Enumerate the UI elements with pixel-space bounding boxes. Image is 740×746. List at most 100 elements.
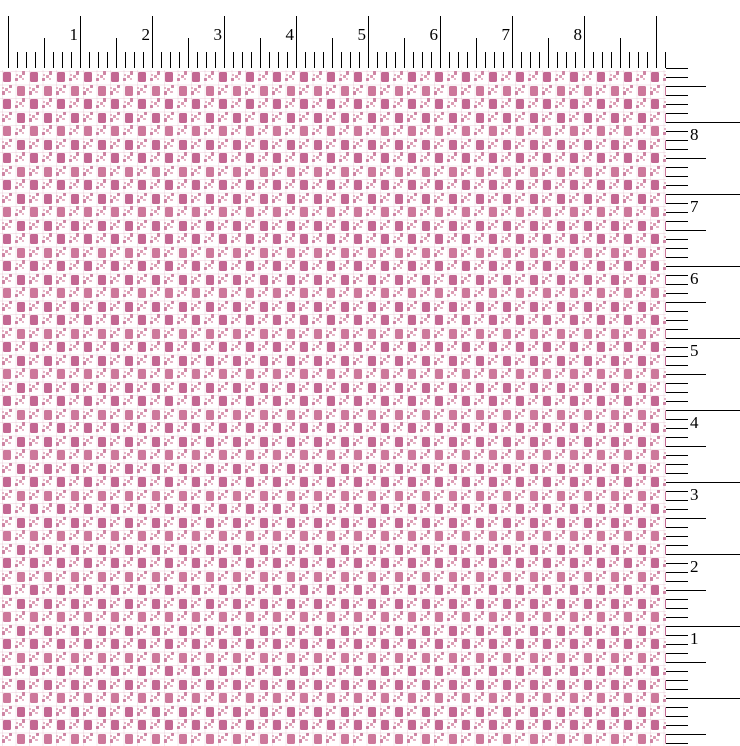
motif-squiggle	[379, 273, 391, 285]
motif-rectangle	[408, 315, 417, 325]
motif-squiggle	[150, 503, 161, 514]
motif-squiggle	[109, 165, 121, 177]
motif-squiggle	[177, 557, 188, 568]
motif-rectangle	[583, 571, 592, 582]
motif-rectangle	[313, 490, 322, 501]
motif-rectangle	[475, 139, 484, 150]
motif-squiggle	[433, 570, 445, 582]
motif-squiggle	[42, 557, 53, 568]
motif-squiggle	[163, 273, 175, 285]
motif-rectangle	[543, 126, 552, 136]
motif-squiggle	[487, 435, 499, 447]
motif-squiggle	[433, 732, 445, 744]
motif-rectangle	[664, 301, 666, 312]
motif-rectangle	[30, 99, 39, 109]
ruler-label: 1	[62, 26, 79, 43]
motif-squiggle	[69, 665, 80, 676]
motif-rectangle	[151, 463, 160, 474]
motif-rectangle	[327, 450, 336, 460]
motif-rectangle	[354, 531, 363, 541]
ruler-tick	[666, 473, 688, 474]
motif-squiggle	[1, 219, 13, 231]
motif-rectangle	[273, 234, 282, 244]
motif-squiggle	[312, 611, 323, 622]
motif-rectangle	[556, 85, 565, 96]
motif-squiggle	[501, 584, 512, 595]
motif-squiggle	[366, 395, 377, 406]
motif-rectangle	[43, 220, 52, 231]
motif-squiggle	[177, 638, 188, 649]
motif-rectangle	[300, 261, 309, 271]
motif-squiggle	[595, 381, 607, 393]
motif-rectangle	[70, 733, 79, 744]
motif-rectangle	[394, 166, 403, 177]
motif-squiggle	[379, 462, 391, 474]
motif-rectangle	[610, 355, 619, 366]
motif-rectangle	[205, 625, 214, 636]
motif-rectangle	[259, 355, 268, 366]
motif-rectangle	[529, 652, 538, 663]
motif-rectangle	[610, 139, 619, 150]
motif-rectangle	[124, 274, 133, 285]
motif-rectangle	[138, 693, 147, 703]
motif-rectangle	[421, 706, 430, 717]
motif-rectangle	[124, 517, 133, 528]
ruler-tick	[666, 671, 688, 672]
motif-squiggle	[406, 732, 418, 744]
motif-squiggle	[82, 192, 94, 204]
motif-rectangle	[475, 463, 484, 474]
motif-squiggle	[460, 192, 472, 204]
motif-squiggle	[568, 246, 580, 258]
motif-rectangle	[367, 490, 376, 501]
motif-rectangle	[340, 301, 349, 312]
motif-rectangle	[421, 463, 430, 474]
motif-rectangle	[367, 706, 376, 717]
motif-squiggle	[609, 530, 620, 541]
motif-rectangle	[381, 531, 390, 541]
motif-rectangle	[340, 247, 349, 258]
motif-squiggle	[474, 125, 485, 136]
motif-squiggle	[393, 152, 404, 163]
motif-rectangle	[219, 342, 228, 352]
motif-rectangle	[543, 612, 552, 622]
motif-rectangle	[570, 693, 579, 703]
motif-squiggle	[312, 260, 323, 271]
motif-squiggle	[379, 543, 391, 555]
motif-squiggle	[393, 341, 404, 352]
motif-rectangle	[84, 180, 93, 190]
motif-rectangle	[313, 679, 322, 690]
motif-rectangle	[57, 585, 66, 595]
motif-rectangle	[381, 288, 390, 298]
motif-rectangle	[273, 99, 282, 109]
motif-squiggle	[298, 543, 310, 555]
motif-rectangle	[97, 328, 106, 339]
motif-rectangle	[354, 558, 363, 568]
motif-rectangle	[529, 625, 538, 636]
motif-squiggle	[501, 719, 512, 730]
motif-squiggle	[447, 125, 458, 136]
motif-squiggle	[366, 98, 377, 109]
motif-rectangle	[43, 85, 52, 96]
motif-rectangle	[556, 328, 565, 339]
motif-rectangle	[394, 706, 403, 717]
motif-squiggle	[501, 611, 512, 622]
motif-rectangle	[354, 477, 363, 487]
motif-rectangle	[570, 126, 579, 136]
motif-rectangle	[381, 180, 390, 190]
motif-rectangle	[16, 571, 25, 582]
motif-squiggle	[150, 125, 161, 136]
motif-rectangle	[340, 193, 349, 204]
motif-rectangle	[408, 369, 417, 379]
motif-squiggle	[298, 732, 310, 744]
ruler-tick	[666, 500, 688, 501]
motif-rectangle	[367, 274, 376, 285]
ruler-tick	[666, 167, 688, 168]
motif-rectangle	[583, 247, 592, 258]
motif-squiggle	[177, 395, 188, 406]
motif-rectangle	[84, 315, 93, 325]
motif-rectangle	[3, 585, 12, 595]
motif-rectangle	[502, 598, 511, 609]
motif-rectangle	[165, 423, 174, 433]
motif-squiggle	[339, 449, 350, 460]
motif-rectangle	[313, 112, 322, 123]
